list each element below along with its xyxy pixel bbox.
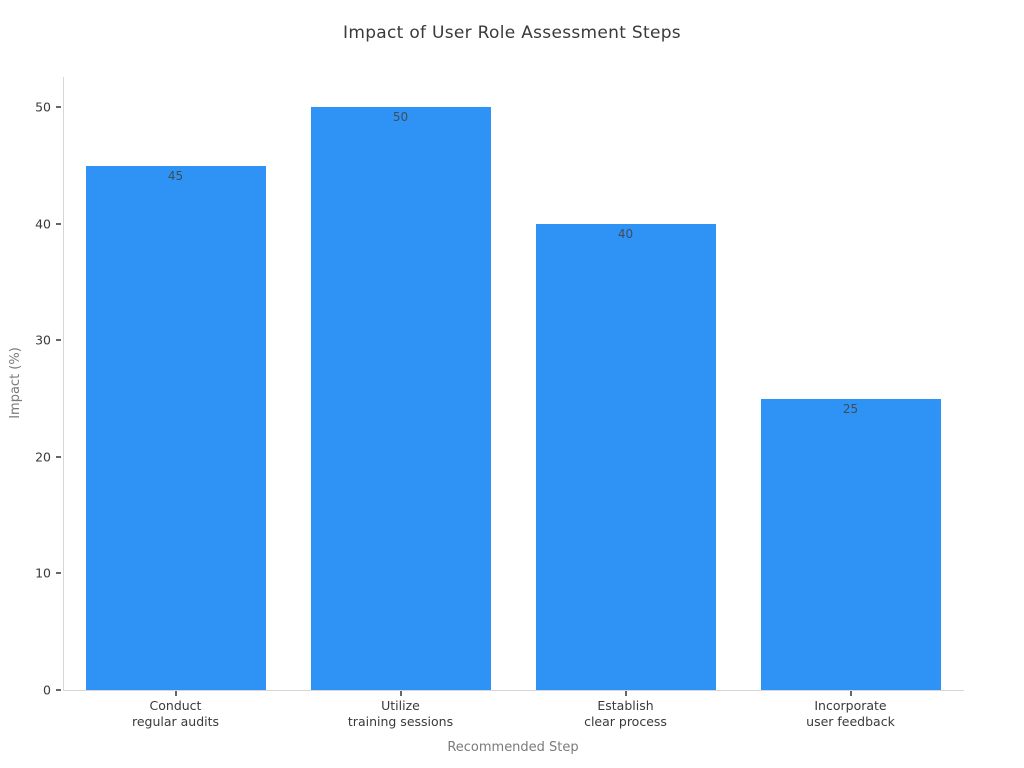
- y-tick-label: 10: [35, 565, 51, 581]
- x-tick-label: Utilize training sessions: [347, 698, 454, 730]
- y-tick-mark: [56, 689, 61, 691]
- y-tick-mark: [56, 106, 61, 109]
- y-tick-label: 50: [35, 99, 51, 115]
- y-tick-label: 20: [35, 449, 51, 465]
- bar: 25: [760, 398, 941, 690]
- bar: 50: [310, 107, 491, 690]
- x-tick-label: Establish clear process: [584, 698, 667, 730]
- bar-value-label: 40: [617, 226, 634, 241]
- bar: 40: [535, 223, 716, 690]
- x-tick-label: Conduct regular audits: [131, 698, 220, 730]
- y-tick-label: 30: [35, 332, 51, 348]
- x-tick-mark: [174, 691, 177, 696]
- x-tick-mark: [624, 691, 627, 696]
- bar-value-label: 45: [167, 168, 184, 183]
- y-tick-label: 40: [35, 216, 51, 232]
- x-tick-label: Incorporate user feedback: [806, 698, 895, 730]
- y-tick-label: 0: [43, 682, 51, 698]
- y-tick-mark: [56, 455, 61, 458]
- chart-title: Impact of User Role Assessment Steps: [343, 23, 681, 43]
- y-axis-title: Impact (%): [8, 347, 23, 419]
- bar: 45: [85, 165, 266, 690]
- y-tick-mark: [56, 222, 61, 225]
- y-tick-mark: [56, 339, 61, 342]
- y-tick-mark: [56, 572, 61, 575]
- bar-value-label: 25: [842, 401, 859, 416]
- x-axis-title: Recommended Step: [447, 740, 579, 755]
- bar-value-label: 50: [392, 110, 409, 125]
- x-tick-mark: [399, 691, 402, 696]
- x-tick-mark: [849, 691, 852, 696]
- plot-area: [63, 77, 964, 691]
